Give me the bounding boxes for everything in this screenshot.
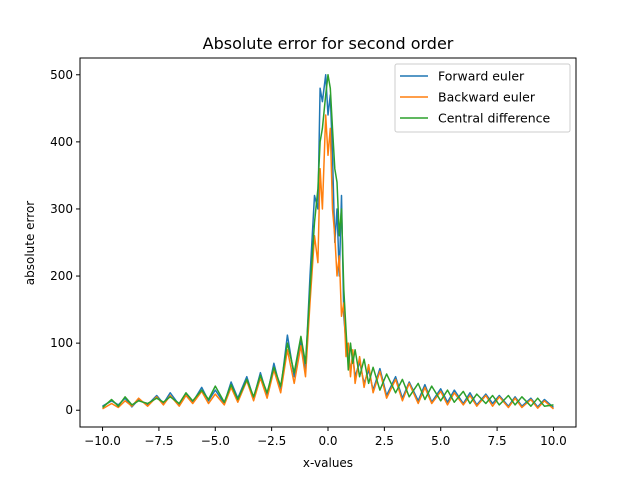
chart-title: Absolute error for second order: [203, 34, 454, 53]
y-tick-label: 500: [50, 68, 73, 82]
y-tick-label: 300: [50, 202, 73, 216]
y-tick-label: 200: [50, 269, 73, 283]
x-axis-label: x-values: [303, 456, 353, 470]
x-tick-label: −2.5: [257, 434, 286, 448]
y-tick-label: 400: [50, 135, 73, 149]
y-tick-label: 0: [65, 403, 73, 417]
legend-entry: Forward euler: [438, 69, 525, 84]
x-tick-label: 5.0: [431, 434, 450, 448]
legend-frame: [394, 63, 571, 133]
series-layer: [102, 74, 554, 410]
x-tick-label: −7.5: [144, 434, 173, 448]
x-tick-label: 7.5: [488, 434, 507, 448]
x-tick-label: −10.0: [84, 434, 121, 448]
legend-entry: Backward euler: [438, 90, 536, 105]
x-tick-label: −5.0: [201, 434, 230, 448]
x-tick-label: 0.0: [318, 434, 337, 448]
y-axis-ticks: 0 100 200 300 400 500: [50, 68, 80, 417]
x-tick-label: 2.5: [375, 434, 394, 448]
y-axis-label: absolute error: [23, 201, 37, 286]
x-tick-label: 10.0: [540, 434, 567, 448]
y-tick-label: 100: [50, 336, 73, 350]
series-line-1: [102, 114, 554, 410]
series-line-2: [102, 74, 554, 409]
legend: Forward euler Backward euler Central diffe…: [394, 63, 571, 133]
legend-entry: Central difference: [438, 111, 551, 126]
x-axis-ticks: −10.0 −7.5 −5.0 −2.5 0.0 2.5 5.0 7.5 10.0: [84, 427, 567, 448]
